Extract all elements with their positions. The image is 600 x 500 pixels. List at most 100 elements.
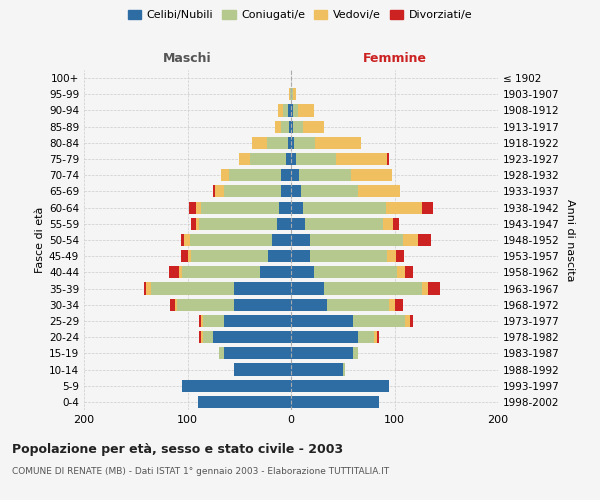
Bar <box>169 266 179 278</box>
Bar <box>291 266 314 278</box>
Bar <box>260 266 291 278</box>
Bar <box>291 186 301 198</box>
Bar <box>291 137 294 149</box>
Bar <box>278 104 283 117</box>
Bar <box>293 120 304 132</box>
Bar <box>335 153 387 165</box>
Text: Maschi: Maschi <box>163 52 212 65</box>
Bar <box>304 202 386 213</box>
Bar <box>268 250 291 262</box>
Legend: Celibi/Nubili, Coniugati/e, Vedovi/e, Divorziati/e: Celibi/Nubili, Coniugati/e, Vedovi/e, Di… <box>124 6 476 25</box>
Bar <box>199 331 201 343</box>
Bar <box>405 315 410 327</box>
Bar <box>395 250 404 262</box>
Bar <box>198 396 291 408</box>
Bar <box>289 88 290 101</box>
Bar <box>301 186 358 198</box>
Bar <box>291 282 324 294</box>
Text: COMUNE DI RENATE (MB) - Dati ISTAT 1° gennaio 2003 - Elaborazione TUTTITALIA.IT: COMUNE DI RENATE (MB) - Dati ISTAT 1° ge… <box>12 468 389 476</box>
Bar <box>196 218 199 230</box>
Bar <box>315 137 361 149</box>
Bar <box>353 348 358 360</box>
Bar <box>177 298 234 311</box>
Bar <box>281 186 291 198</box>
Bar <box>267 137 288 149</box>
Bar <box>410 315 413 327</box>
Bar <box>291 104 293 117</box>
Bar <box>170 298 175 311</box>
Bar <box>275 120 281 132</box>
Bar <box>422 202 433 213</box>
Bar <box>403 234 418 246</box>
Bar <box>405 266 413 278</box>
Bar <box>383 218 394 230</box>
Bar <box>304 120 324 132</box>
Bar <box>377 331 379 343</box>
Bar <box>353 315 405 327</box>
Bar <box>291 250 310 262</box>
Bar <box>291 348 353 360</box>
Bar <box>291 234 310 246</box>
Bar <box>281 120 289 132</box>
Bar <box>428 282 440 294</box>
Bar <box>184 234 190 246</box>
Bar <box>418 234 431 246</box>
Bar <box>291 218 305 230</box>
Y-axis label: Fasce di età: Fasce di età <box>35 207 45 273</box>
Bar <box>358 186 400 198</box>
Bar <box>314 266 397 278</box>
Bar <box>290 88 291 101</box>
Bar <box>196 202 201 213</box>
Bar <box>234 282 291 294</box>
Bar <box>291 120 293 132</box>
Bar <box>188 202 196 213</box>
Bar <box>310 234 403 246</box>
Bar <box>215 186 224 198</box>
Bar <box>277 218 291 230</box>
Text: Popolazione per età, sesso e stato civile - 2003: Popolazione per età, sesso e stato civil… <box>12 442 343 456</box>
Bar <box>251 137 267 149</box>
Bar <box>291 298 327 311</box>
Bar <box>293 88 296 101</box>
Bar <box>343 364 345 376</box>
Bar <box>250 153 286 165</box>
Bar <box>199 315 201 327</box>
Bar <box>182 380 291 392</box>
Bar <box>351 169 392 181</box>
Bar <box>310 250 387 262</box>
Bar <box>324 282 422 294</box>
Bar <box>283 104 288 117</box>
Bar <box>291 202 304 213</box>
Bar <box>394 218 398 230</box>
Bar <box>188 250 191 262</box>
Bar <box>281 169 291 181</box>
Bar <box>224 186 281 198</box>
Bar <box>289 120 291 132</box>
Bar <box>374 331 377 343</box>
Bar <box>234 298 291 311</box>
Bar <box>224 315 291 327</box>
Bar <box>214 331 291 343</box>
Bar <box>179 266 182 278</box>
Bar <box>397 266 405 278</box>
Bar <box>358 331 374 343</box>
Bar <box>144 282 146 294</box>
Bar <box>389 298 395 311</box>
Bar <box>291 88 293 101</box>
Bar <box>291 315 353 327</box>
Bar <box>229 169 281 181</box>
Bar <box>395 298 403 311</box>
Bar <box>182 266 260 278</box>
Bar <box>199 218 277 230</box>
Bar <box>305 218 383 230</box>
Bar <box>296 153 335 165</box>
Bar <box>190 234 272 246</box>
Bar <box>291 169 299 181</box>
Text: Femmine: Femmine <box>362 52 427 65</box>
Bar <box>218 348 224 360</box>
Bar <box>146 282 151 294</box>
Bar <box>239 153 250 165</box>
Bar <box>291 153 296 165</box>
Bar <box>387 153 389 165</box>
Bar <box>286 153 291 165</box>
